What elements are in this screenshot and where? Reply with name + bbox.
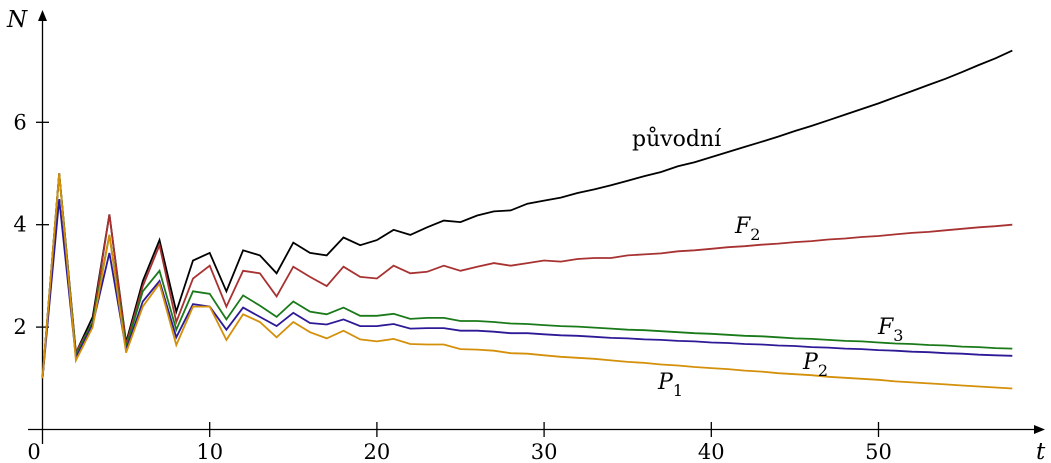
axes xyxy=(28,10,1045,444)
series-line-F3 xyxy=(41,173,1013,379)
series-label-subscript: 1 xyxy=(673,381,683,400)
series-label-subscript: 2 xyxy=(750,225,760,244)
series-label-subscript: 3 xyxy=(893,326,903,345)
x-tick-label: 50 xyxy=(865,440,892,463)
series-line-P1 xyxy=(41,173,1013,390)
x-tick-label: 10 xyxy=(196,440,223,463)
series-line-původní xyxy=(41,49,1013,379)
y-axis-label: N xyxy=(6,7,28,33)
x-axis-label: t xyxy=(1036,439,1046,463)
x-tick-label: 30 xyxy=(531,440,558,463)
y-tick-label: 6 xyxy=(13,110,26,134)
x-tick-label: 40 xyxy=(698,440,725,463)
series-label-F2: F2 xyxy=(734,214,760,244)
x-ticks: 0 10 20 30 40 50 xyxy=(27,422,892,463)
series-label-subscript: 2 xyxy=(818,361,828,380)
y-ticks: 2 4 6 xyxy=(13,110,49,339)
series-label-F3: F3 xyxy=(877,315,903,345)
x-tick-label: 0 xyxy=(27,440,40,463)
series-label-původní: původní xyxy=(632,125,722,152)
y-axis-arrow-icon xyxy=(38,10,47,21)
series-lines xyxy=(41,49,1013,390)
x-tick-label: 20 xyxy=(364,440,391,463)
x-axis-arrow-icon xyxy=(1034,425,1045,434)
series-line-P2 xyxy=(41,199,1013,379)
y-tick-label: 2 xyxy=(13,315,26,339)
y-tick-label: 4 xyxy=(13,213,26,237)
series-label-P1: P1 xyxy=(657,370,683,400)
series-line-F2 xyxy=(41,173,1013,379)
